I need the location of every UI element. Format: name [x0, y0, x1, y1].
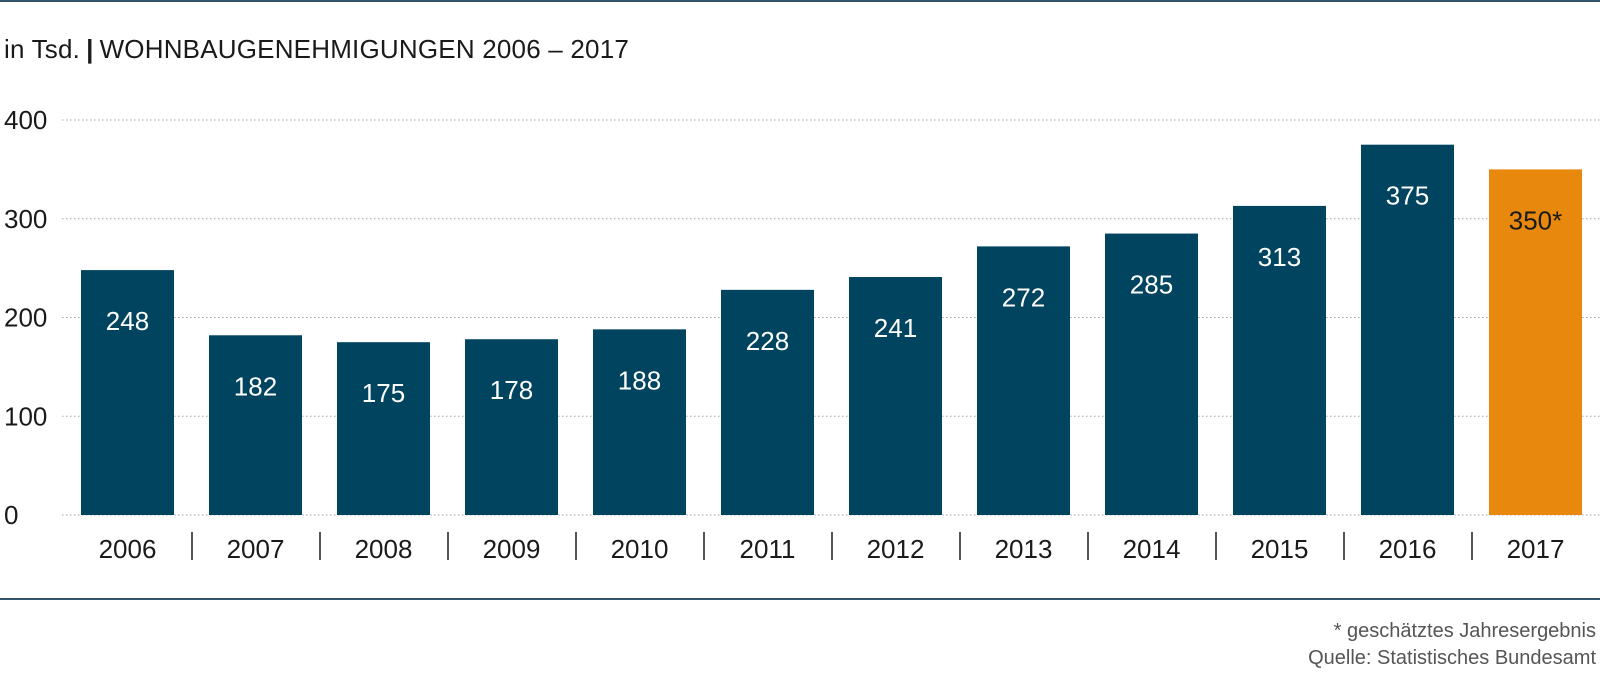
x-tick-label: 2015: [1251, 534, 1309, 564]
data-label: 272: [1002, 282, 1045, 312]
bar-2008: [337, 342, 430, 515]
y-tick-label: 400: [4, 105, 47, 135]
y-tick-label: 0: [4, 500, 18, 530]
y-tick-label: 200: [4, 303, 47, 333]
bar-2009: [465, 339, 558, 515]
top-rule: [0, 0, 1600, 2]
data-label: 350*: [1509, 205, 1563, 235]
bar-2007: [209, 335, 302, 515]
x-tick-label: 2017: [1507, 534, 1565, 564]
data-label: 248: [106, 306, 149, 336]
bar-2015: [1233, 205, 1326, 515]
header-separator: |: [86, 34, 94, 64]
bar-2012: [849, 277, 942, 515]
x-tick-label: 2007: [227, 534, 285, 564]
y-tick-label: 300: [4, 204, 47, 234]
bar-2013: [977, 246, 1070, 515]
x-tick-label: 2012: [867, 534, 925, 564]
data-label: 241: [874, 313, 917, 343]
y-tick-label: 100: [4, 401, 47, 431]
bar-2017: [1489, 169, 1582, 515]
chart-title: WOHNBAUGENEHMIGUNGEN 2006 – 2017: [99, 34, 630, 64]
x-tick-label: 2014: [1123, 534, 1181, 564]
x-tick-label: 2011: [740, 534, 796, 564]
bottom-rule: [0, 598, 1600, 600]
bar-2010: [593, 329, 686, 515]
data-label: 228: [746, 326, 789, 356]
x-tick-label: 2009: [483, 534, 541, 564]
data-label: 188: [618, 365, 661, 395]
chart-header: in Tsd. | WOHNBAUGENEHMIGUNGEN 2006 – 2017: [4, 34, 629, 65]
data-label: 175: [362, 378, 405, 408]
x-tick-label: 2013: [995, 534, 1053, 564]
bar-chart: 0 100 200 300 400 248 2006 182 2007 175 2008 178 200…: [4, 105, 1600, 564]
data-label: 375: [1386, 181, 1429, 211]
bar-2014: [1105, 233, 1198, 515]
data-label: 178: [490, 375, 533, 405]
data-label: 285: [1130, 270, 1173, 300]
unit-label: in Tsd.: [4, 34, 81, 64]
source-footnote: Quelle: Statistisches Bundesamt: [1308, 647, 1596, 669]
x-tick-label: 2016: [1379, 534, 1437, 564]
x-tick-label: 2010: [611, 534, 669, 564]
data-label: 182: [234, 371, 277, 401]
bar-2016: [1361, 144, 1454, 515]
x-tick-label: 2006: [99, 534, 157, 564]
bar-2006: [81, 270, 174, 515]
data-label: 313: [1258, 242, 1301, 272]
bar-2011: [721, 289, 814, 515]
x-tick-label: 2008: [355, 534, 413, 564]
estimate-footnote: * geschätztes Jahresergebnis: [1333, 620, 1596, 642]
